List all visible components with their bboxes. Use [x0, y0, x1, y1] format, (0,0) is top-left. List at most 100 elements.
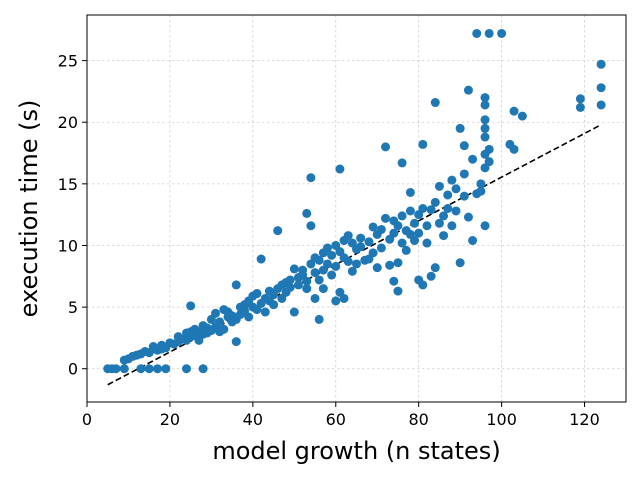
data-point	[322, 243, 332, 253]
data-point	[244, 312, 254, 322]
data-point	[517, 111, 527, 121]
data-point	[198, 364, 208, 374]
data-point	[405, 206, 415, 216]
data-point	[289, 264, 299, 274]
data-point	[327, 270, 337, 280]
data-point	[111, 364, 121, 374]
data-point	[476, 179, 486, 189]
data-point	[339, 293, 349, 303]
data-point	[447, 175, 457, 185]
data-point	[497, 28, 507, 38]
data-point	[455, 123, 465, 133]
data-point	[484, 28, 494, 38]
data-point	[144, 364, 154, 374]
data-point	[459, 169, 469, 179]
data-point	[335, 164, 345, 174]
data-point	[231, 280, 241, 290]
tick-marks	[82, 60, 586, 407]
trend-line	[107, 123, 602, 386]
data-point	[422, 221, 432, 231]
data-point	[302, 276, 312, 286]
data-point	[509, 144, 519, 154]
data-point	[376, 224, 386, 234]
data-point	[459, 191, 469, 201]
y-tick-label: 10	[58, 236, 78, 255]
data-point	[397, 238, 407, 248]
data-point	[393, 221, 403, 231]
data-point	[455, 258, 465, 268]
x-tick-label: 100	[486, 410, 517, 429]
data-point	[480, 93, 490, 103]
y-axis-label: execution time (s)	[15, 100, 43, 318]
data-point	[459, 141, 469, 151]
data-point	[356, 242, 366, 252]
data-point	[310, 268, 320, 278]
data-point	[293, 280, 303, 290]
data-point	[410, 218, 420, 228]
data-point	[302, 284, 312, 294]
y-tick-label: 5	[68, 298, 78, 317]
data-point	[439, 231, 449, 241]
y-tick-labels: 0 5 10 15 20 25	[58, 52, 78, 379]
y-tick-label: 0	[68, 360, 78, 379]
y-tick-label: 25	[58, 52, 78, 71]
data-point	[414, 228, 424, 238]
data-point	[596, 83, 606, 93]
data-point	[381, 213, 391, 223]
data-point	[161, 364, 171, 374]
x-tick-label: 60	[326, 410, 346, 429]
data-point	[211, 308, 221, 318]
data-point	[393, 286, 403, 296]
data-point	[364, 237, 374, 247]
data-point	[306, 221, 316, 231]
data-point	[356, 233, 366, 243]
data-point	[443, 204, 453, 213]
data-point	[434, 218, 444, 228]
data-point	[289, 307, 299, 317]
data-point	[418, 204, 428, 213]
data-point	[434, 181, 444, 191]
data-points	[103, 28, 606, 374]
data-point	[430, 263, 440, 273]
data-point	[509, 106, 519, 116]
data-point	[480, 115, 490, 125]
data-point	[273, 226, 283, 236]
y-tick-label: 20	[58, 113, 78, 132]
data-point	[368, 248, 378, 258]
data-point	[385, 260, 395, 270]
data-point	[463, 212, 473, 222]
data-point	[575, 102, 585, 112]
x-tick-label: 120	[569, 410, 600, 429]
data-point	[596, 59, 606, 69]
data-point	[285, 275, 295, 285]
data-point	[418, 139, 428, 149]
data-point	[136, 364, 146, 374]
data-point	[480, 132, 490, 142]
data-point	[484, 144, 494, 154]
data-point	[484, 157, 494, 167]
data-point	[182, 364, 192, 374]
data-point	[314, 275, 324, 285]
axes-frame	[86, 14, 627, 403]
x-axis-label: model growth (n states)	[212, 437, 500, 465]
data-point	[368, 222, 378, 232]
trend-layer	[107, 123, 602, 386]
data-point	[302, 208, 312, 218]
data-point	[186, 301, 196, 311]
data-point	[152, 364, 162, 374]
data-point	[418, 280, 428, 290]
data-point	[443, 190, 453, 200]
data-point	[389, 276, 399, 286]
data-point	[393, 258, 403, 268]
data-point	[468, 236, 478, 246]
data-point	[405, 187, 415, 197]
data-point	[480, 221, 490, 231]
data-point	[472, 28, 482, 38]
data-point	[252, 289, 262, 299]
data-point	[389, 228, 399, 238]
data-point	[219, 324, 229, 334]
data-point	[322, 259, 332, 269]
data-point	[306, 173, 316, 183]
data-point	[376, 243, 386, 253]
